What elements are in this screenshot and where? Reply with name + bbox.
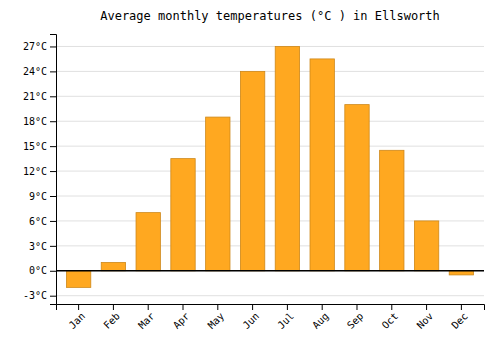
- tick-mark: [50, 46, 56, 47]
- tick-mark: [113, 304, 114, 310]
- tick: 24°C: [23, 66, 56, 77]
- tick-mark: [50, 171, 56, 172]
- tick: Oct: [380, 304, 401, 331]
- bar: [275, 46, 299, 270]
- tick: -3°C: [23, 290, 56, 301]
- tick-label: Jun: [241, 310, 262, 331]
- tick-label: Nov: [415, 310, 436, 331]
- tick-mark: [50, 146, 56, 147]
- tick: 15°C: [23, 141, 56, 152]
- tick-mark: [78, 304, 79, 310]
- bar: [345, 105, 369, 271]
- x-axis: Jan Feb Mar Apr May Jun Jul Aug Sep Oct Nov Dec: [57, 304, 485, 331]
- grid-line: [56, 146, 484, 147]
- tick: 0°C: [29, 265, 56, 276]
- tick: Jul: [275, 304, 296, 331]
- tick-label: Aug: [310, 310, 331, 331]
- tick-mark: [461, 304, 462, 310]
- tick: Apr: [171, 304, 192, 331]
- bar: [101, 262, 125, 270]
- grid-line: [56, 270, 484, 271]
- plot: -3°C 0°C 3°C 6°C 9°C 12°C 15°C 18°C 21°C 24°C 27°C…: [23, 35, 485, 331]
- bar: [414, 221, 438, 271]
- tick: 9°C: [29, 191, 56, 202]
- tick: Mar: [136, 304, 157, 331]
- bars: [56, 46, 484, 287]
- bar: [380, 150, 404, 270]
- tick: May: [206, 304, 227, 331]
- tick-mark: [50, 221, 56, 222]
- bar: [240, 71, 264, 270]
- grid-line: [56, 171, 484, 172]
- tick-label: Mar: [136, 310, 157, 331]
- tick-mark: [50, 71, 56, 72]
- tick-mark: [50, 246, 56, 247]
- tick-mark: [50, 121, 56, 122]
- grid-line: [56, 96, 484, 97]
- tick: Dec: [449, 304, 470, 331]
- tick-mark: [50, 96, 56, 97]
- bar: [171, 159, 195, 271]
- tick-mark: [217, 304, 218, 310]
- tick: Jun: [241, 304, 262, 331]
- tick-label: 15°C: [23, 141, 47, 152]
- tick: Aug: [310, 304, 331, 331]
- tick-mark: [50, 196, 56, 197]
- tick-mark: [287, 304, 288, 310]
- title: Average monthly temperatures (°C ) in El…: [100, 9, 440, 23]
- tick-label: 9°C: [29, 191, 47, 202]
- tick-label: Feb: [101, 310, 122, 331]
- grid: [56, 46, 484, 295]
- tick-label: Jan: [67, 310, 88, 331]
- zero-line: [56, 270, 484, 272]
- tick-label: 21°C: [23, 91, 47, 102]
- tick-label: 6°C: [29, 216, 47, 227]
- tick-label: 12°C: [23, 166, 47, 177]
- tick: Feb: [101, 304, 122, 331]
- grid-line: [56, 71, 484, 72]
- tick-label: May: [206, 310, 227, 331]
- tick-label: -3°C: [23, 290, 47, 301]
- tick-mark: [426, 304, 427, 310]
- bar: [206, 117, 230, 271]
- y-axis: -3°C 0°C 3°C 6°C 9°C 12°C 15°C 18°C 21°C 24°C 27°C: [23, 35, 57, 305]
- tick-mark: [50, 296, 56, 297]
- grid-line: [56, 46, 484, 47]
- tick: 18°C: [23, 116, 56, 127]
- tick: 27°C: [23, 41, 56, 52]
- grid-line: [56, 295, 484, 296]
- tick: Sep: [345, 304, 366, 331]
- tick-label: Dec: [449, 310, 470, 331]
- tick-label: Sep: [345, 310, 366, 331]
- tick-label: 27°C: [23, 41, 47, 52]
- chart: -3°C 0°C 3°C 6°C 9°C 12°C 15°C 18°C 21°C 24°C 27°C…: [0, 0, 500, 350]
- tick-mark: [50, 271, 56, 272]
- tick-label: Oct: [380, 310, 401, 331]
- tick-mark: [356, 304, 357, 310]
- tick-mark: [183, 304, 184, 310]
- tick-mark: [252, 304, 253, 310]
- tick-mark: [148, 304, 149, 310]
- grid-line: [56, 121, 484, 122]
- tick: 21°C: [23, 91, 56, 102]
- axis-line: [57, 305, 485, 311]
- tick: Jan: [67, 304, 88, 331]
- tick-label: 0°C: [29, 265, 47, 276]
- tick-label: Jul: [275, 310, 296, 331]
- tick-label: 3°C: [29, 241, 47, 252]
- tick-mark: [322, 304, 323, 310]
- tick: 12°C: [23, 166, 56, 177]
- tick-label: Apr: [171, 310, 192, 331]
- tick: 6°C: [29, 216, 56, 227]
- tick: Nov: [415, 304, 436, 331]
- tick: 3°C: [29, 241, 56, 252]
- tick-label: 24°C: [23, 66, 47, 77]
- grid-line: [56, 196, 484, 197]
- tick-mark: [391, 304, 392, 310]
- bar: [136, 213, 160, 271]
- bar: [310, 59, 334, 271]
- tick-label: 18°C: [23, 116, 47, 127]
- bar: [66, 271, 90, 288]
- axis-line: [50, 35, 57, 305]
